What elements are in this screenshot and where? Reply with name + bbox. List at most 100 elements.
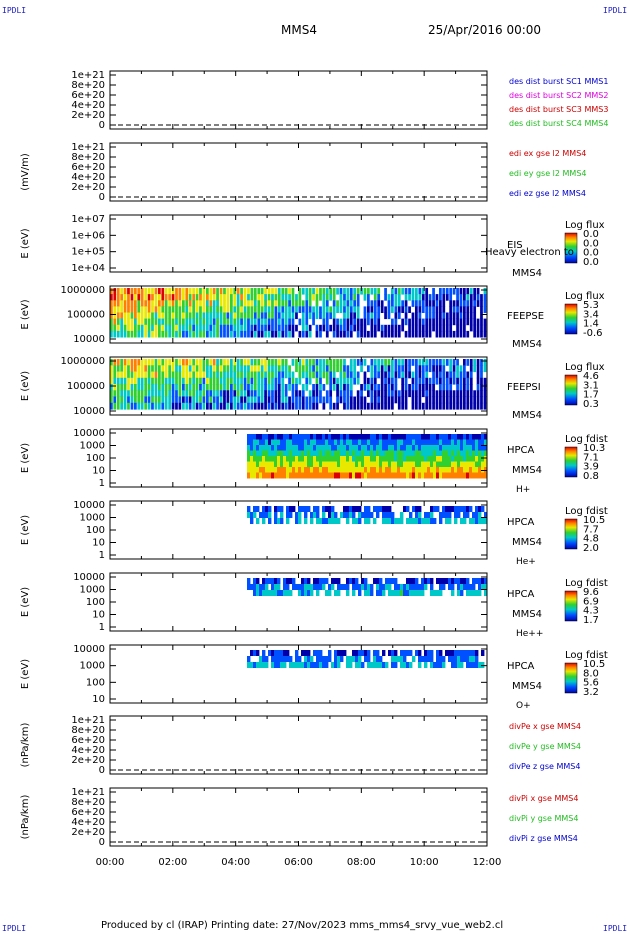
heatmap-cell — [360, 402, 363, 410]
heatmap-cell — [199, 330, 202, 338]
heatmap-cell — [367, 450, 371, 457]
heatmap-cell — [281, 359, 285, 366]
heatmap-cell — [264, 300, 267, 307]
heatmap-cell — [298, 359, 302, 366]
heatmap-cell — [283, 461, 287, 468]
heatmap-cell — [274, 578, 278, 584]
heatmap-cell — [310, 434, 314, 440]
heatmap-cell — [388, 518, 392, 524]
heatmap-cell — [316, 590, 320, 596]
heatmap-cell — [483, 402, 487, 410]
heatmap-cell — [394, 439, 398, 446]
heatmap-cell — [216, 306, 219, 313]
heatmap-cell — [370, 467, 374, 473]
panel-frame — [109, 142, 488, 202]
heatmap-cell — [308, 359, 312, 366]
heatmap-cell — [316, 445, 320, 451]
heatmap-cell — [435, 312, 439, 320]
colorbar-label: 3.9 — [583, 462, 599, 473]
heatmap-cell — [377, 402, 381, 410]
heatmap-cell — [310, 445, 314, 451]
heatmap-cell — [394, 384, 398, 391]
heatmap-cell — [219, 377, 223, 385]
colorbar-label: 1.4 — [583, 319, 599, 330]
heatmap-cell — [463, 390, 466, 398]
heatmap-cell — [295, 512, 299, 518]
heatmap-cell — [406, 439, 410, 446]
heatmap-cell — [280, 434, 284, 440]
heatmap-cell — [427, 656, 431, 662]
heatmap-cell — [336, 396, 339, 404]
heatmap-cell — [379, 445, 383, 451]
heatmap-cell — [116, 396, 120, 404]
heatmap-cell — [284, 300, 288, 307]
heatmap-cell — [370, 384, 374, 391]
heatmap-cell — [223, 324, 226, 332]
heatmap-cell — [281, 312, 285, 320]
y-tick-label: 1000 — [80, 585, 105, 596]
heatmap-cell — [331, 461, 335, 468]
heatmap-cell — [427, 461, 431, 468]
heatmap-cell — [236, 324, 240, 332]
heatmap-cell — [243, 377, 247, 385]
heatmap-cell — [451, 662, 455, 668]
heatmap-cell — [388, 650, 392, 656]
heatmap-cell — [120, 359, 124, 366]
heatmap-cell — [250, 512, 254, 518]
heatmap-cell — [349, 359, 353, 366]
heatmap-cell — [448, 506, 452, 512]
heatmap-cell — [483, 377, 487, 385]
heatmap-cell — [280, 439, 284, 446]
heatmap-cell — [394, 318, 398, 326]
heatmap-cell — [137, 300, 141, 307]
colorbar-label: 9.6 — [583, 587, 599, 598]
heatmap-cell — [195, 300, 199, 307]
heatmap-cell — [391, 434, 395, 440]
heatmap-cell — [457, 456, 461, 462]
heatmap-cell — [424, 472, 428, 479]
heatmap-cell — [334, 467, 338, 473]
heatmap-cell — [271, 590, 275, 596]
heatmap-cell — [439, 467, 443, 473]
heatmap-cell — [411, 294, 415, 301]
heatmap-cell — [334, 662, 338, 668]
heatmap-cell — [268, 461, 272, 468]
heatmap-cell — [475, 590, 479, 596]
heatmap-cell — [418, 384, 422, 391]
heatmap-cell — [382, 650, 386, 656]
heatmap-cell — [230, 318, 233, 326]
heatmap-cell — [387, 324, 391, 332]
heatmap-cell — [363, 312, 367, 320]
heatmap-cell — [289, 578, 293, 584]
colorbar-title: Log fdist — [565, 578, 608, 589]
heatmap-cell — [364, 584, 368, 590]
heatmap-cell — [199, 377, 202, 385]
heatmap-cell — [280, 472, 284, 479]
heatmap-cell — [463, 300, 466, 307]
heatmap-cell — [123, 288, 127, 295]
heatmap-cell — [202, 294, 206, 301]
heatmap-cell — [454, 467, 458, 473]
heatmap-cell — [130, 300, 134, 307]
heatmap-cell — [116, 312, 120, 320]
heatmap-cell — [147, 371, 151, 379]
heatmap-cell — [339, 359, 343, 366]
heatmap-cell — [256, 445, 260, 451]
heatmap-cell — [394, 445, 398, 451]
heatmap-cell — [291, 396, 295, 404]
heatmap-cell — [301, 384, 305, 391]
heatmap-cell — [236, 377, 240, 385]
heatmap-cell — [274, 584, 278, 590]
heatmap-cell — [277, 300, 281, 307]
heatmap-cell — [322, 461, 326, 468]
heatmap-cell — [298, 390, 302, 398]
heatmap-cell — [376, 578, 380, 584]
heatmap-cell — [452, 306, 456, 313]
heatmap-cell — [346, 288, 350, 295]
heatmap-cell — [137, 396, 141, 404]
heatmap-cell — [247, 456, 251, 462]
heatmap-cell — [151, 306, 154, 313]
heatmap-cell — [264, 384, 267, 391]
heatmap-cell — [226, 365, 230, 373]
heatmap-cell — [250, 359, 254, 366]
